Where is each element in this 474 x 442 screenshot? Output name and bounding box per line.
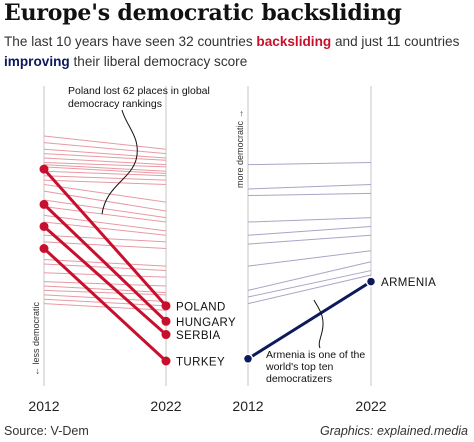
series-line	[42, 203, 168, 323]
annotation-line: democratizers	[266, 373, 332, 385]
subtitle-text-2: and just 11 countries	[331, 34, 460, 49]
series-line	[43, 166, 167, 174]
series-line	[43, 214, 167, 232]
series-line	[247, 161, 372, 166]
series-line	[247, 250, 372, 267]
annotation-line: Poland lost 62 places in global	[68, 85, 210, 97]
series-label: ARMENIA	[381, 277, 436, 289]
annotation-line: democracy rankings	[68, 98, 162, 110]
annotation-leader-line	[101, 109, 138, 215]
series-line	[247, 274, 372, 305]
data-point	[161, 301, 171, 311]
subtitle-text-1: The last 10 years have seen 32 countries	[4, 34, 257, 49]
series-line	[43, 153, 167, 161]
data-point	[242, 353, 254, 365]
series-line	[43, 142, 167, 155]
series-line	[247, 261, 372, 291]
series-line	[247, 225, 372, 236]
data-point	[39, 199, 49, 209]
x-tick-label: 2022	[150, 398, 181, 414]
series-line	[43, 157, 167, 166]
series-line	[42, 168, 168, 307]
series-line	[43, 164, 167, 172]
series-label: TURKEY	[176, 357, 225, 369]
data-point	[161, 316, 171, 326]
series-label: HUNGARY	[176, 317, 236, 329]
credit-note: Graphics: explained.media	[320, 424, 468, 438]
annotation-leader-line	[313, 299, 324, 349]
data-point	[161, 330, 171, 340]
series-line	[247, 217, 372, 223]
y-axis-label: ← less democratic	[31, 301, 41, 376]
series-line	[43, 289, 167, 296]
series-line	[43, 225, 167, 336]
series-line	[247, 184, 372, 190]
x-tick-label: 2012	[232, 398, 263, 414]
series-line	[43, 161, 167, 168]
annotation-poland: Poland lost 62 places in global democracy…	[68, 85, 210, 110]
x-tick-label: 2022	[355, 398, 386, 414]
annotation-line: Armenia is one of the	[266, 349, 365, 361]
series-line	[43, 303, 167, 311]
chart-subtitle: The last 10 years have seen 32 countries…	[4, 32, 472, 72]
series-line	[247, 280, 372, 361]
series-line	[43, 285, 167, 294]
series-line	[43, 190, 167, 212]
data-point	[39, 221, 49, 231]
series-line	[43, 206, 167, 223]
series-line	[43, 298, 167, 307]
data-point	[39, 244, 49, 253]
subtitle-text-3: their liberal democracy score	[69, 54, 248, 69]
series-line	[43, 272, 167, 278]
x-tick-label: 2012	[28, 398, 59, 414]
source-note: Source: V-Dem	[4, 424, 89, 438]
series-label: SERBIA	[176, 330, 221, 342]
series-line	[247, 270, 372, 298]
annotation-line: world's top ten	[265, 361, 334, 373]
series-line	[43, 199, 167, 219]
series-line	[43, 263, 167, 272]
series-line	[43, 170, 167, 177]
chart-title: Europe's democratic backsliding	[4, 0, 402, 26]
series-line	[43, 148, 167, 159]
subtitle-keyword-backsliding: backsliding	[256, 34, 332, 49]
data-point	[39, 164, 49, 174]
series-line	[247, 234, 372, 245]
y-axis-label: more democratic →	[235, 109, 245, 188]
data-point	[365, 276, 377, 287]
annotation-armenia: Armenia is one of the world's top ten demo…	[265, 349, 365, 385]
series-line	[247, 192, 372, 197]
series-line	[42, 247, 168, 363]
series-line	[43, 135, 167, 150]
data-point	[161, 356, 171, 366]
series-line	[43, 184, 167, 203]
series-label: POLAND	[176, 301, 226, 313]
series-line	[43, 179, 167, 186]
series-line	[43, 175, 167, 181]
subtitle-keyword-improving: improving	[4, 54, 70, 69]
